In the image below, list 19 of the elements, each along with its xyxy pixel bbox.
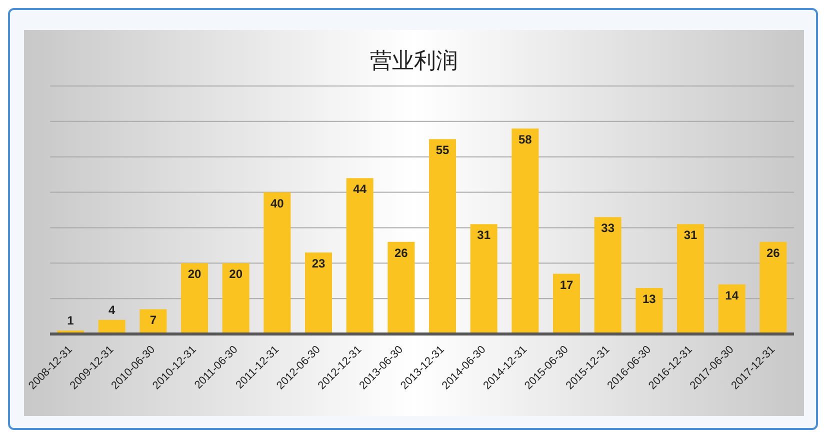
data-label: 55 xyxy=(436,143,450,158)
data-label: 7 xyxy=(150,313,157,328)
data-label: 20 xyxy=(229,267,243,282)
data-label: 23 xyxy=(312,256,326,271)
data-label: 26 xyxy=(394,246,408,260)
data-label: 44 xyxy=(353,182,367,196)
data-label: 26 xyxy=(766,246,780,260)
data-label: 1 xyxy=(67,313,74,328)
data-label: 31 xyxy=(684,228,698,242)
chart-title: 营业利润 xyxy=(369,48,459,76)
data-label: 20 xyxy=(188,267,202,282)
data-label: 40 xyxy=(270,196,284,210)
data-label: 13 xyxy=(642,292,656,306)
data-label: 17 xyxy=(560,278,574,292)
data-label: 31 xyxy=(477,228,491,242)
data-label: 33 xyxy=(601,221,615,236)
data-label: 58 xyxy=(518,132,532,147)
data-label: 14 xyxy=(725,288,739,302)
data-label: 4 xyxy=(108,302,116,317)
